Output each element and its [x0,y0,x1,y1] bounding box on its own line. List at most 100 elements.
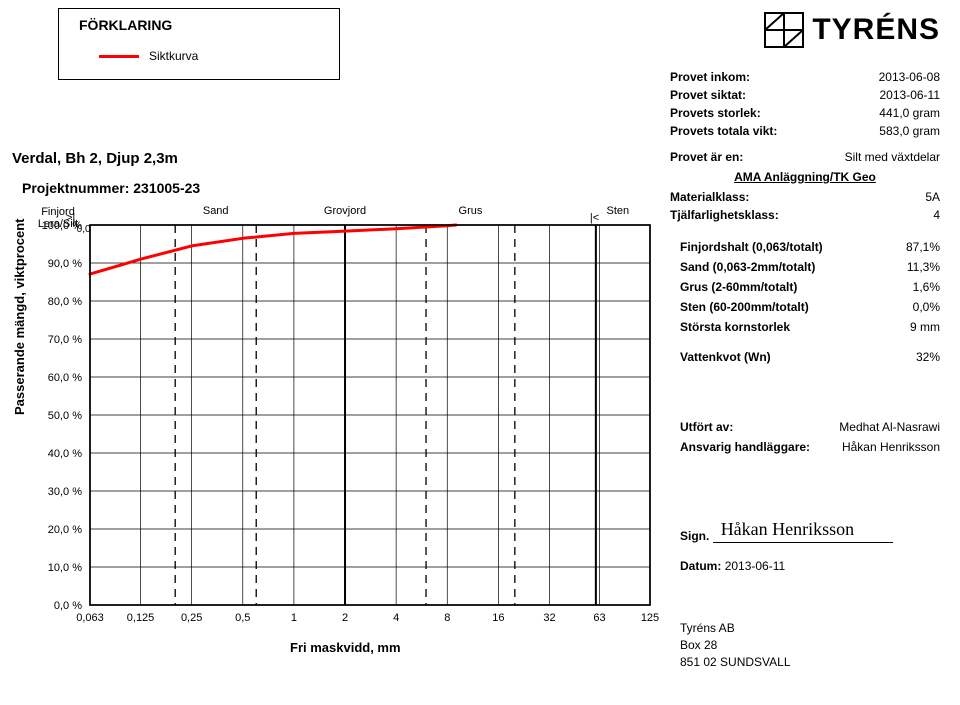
info-key: Provet inkom: [670,70,750,84]
svg-text:2: 2 [342,612,348,624]
info-key: Vattenkvot (Wn) [680,350,771,364]
svg-text:8: 8 [444,612,450,624]
info-key: Provet är en: [670,150,743,164]
svg-text:0,063: 0,063 [76,612,104,624]
svg-text:0,5: 0,5 [235,612,250,624]
info-row: Ansvarig handläggare: Håkan Henriksson [680,440,940,454]
addr-line: Tyréns AB [680,620,940,637]
info-key: Provets storlek: [670,106,761,120]
performed-block: Utfört av:Medhat Al-Nasrawi Ansvarig han… [680,420,940,460]
info-key: Tjälfarlighetsklass: [670,208,779,222]
info-val: 441,0 gram [879,106,940,120]
info-key: Grus (2-60mm/totalt) [680,280,797,294]
company-logo: TYRÉNS [764,12,940,48]
info-key: Materialklass: [670,190,749,204]
info-key: Provets totala vikt: [670,124,777,138]
svg-text:0,25: 0,25 [181,612,202,624]
info-row: Provets totala vikt:583,0 gram [670,124,940,138]
info-val: 1,6% [913,280,940,294]
info-row: Finjordshalt (0,063/totalt) 87,1% [680,240,940,254]
category-label: Grus [459,205,483,217]
svg-text:40,0 %: 40,0 % [48,448,82,460]
info-row: Materialklass: 5A [670,190,940,204]
svg-text:30,0 %: 30,0 % [48,486,82,498]
info-val: 2013-06-08 [879,70,940,84]
sample-title: Verdal, Bh 2, Djup 2,3m [12,150,178,167]
info-row: Sand (0,063-2mm/totalt)11,3% [680,260,940,274]
legend-box: FÖRKLARING Siktkurva [58,8,340,80]
info-val: 87,1% [906,240,940,254]
info-val: 5A [925,190,940,204]
info-val: 0,0% [913,300,940,314]
ama-block: AMA Anläggning/TK Geo Materialklass: 5A T… [670,170,940,226]
logo-mark-icon [764,12,804,48]
metrics-block: Finjordshalt (0,063/totalt) 87,1% Sand (0… [680,240,940,370]
svg-text:16: 16 [492,612,504,624]
svg-text:0,0 %: 0,0 % [54,600,82,612]
info-val: 2013-06-11 [880,88,941,102]
addr-line: Box 28 [680,637,940,654]
info-val: 32% [916,350,940,364]
date-value: 2013-06-11 [725,559,786,573]
legend-title: FÖRKLARING [79,17,172,33]
info-row: Utfört av:Medhat Al-Nasrawi [680,420,940,434]
svg-text:90,0 %: 90,0 % [48,258,82,270]
svg-text:80,0 %: 80,0 % [48,296,82,308]
svg-text:63: 63 [593,612,605,624]
classification-row: Provet är en: Silt med växtdelar [670,150,940,164]
bracket-icon: |< [590,212,599,224]
company-name: TYRÉNS [812,13,940,47]
info-row: Största kornstorlek 9 mm [680,320,940,334]
info-val: Håkan Henriksson [842,440,940,454]
svg-text:100,0 %: 100,0 % [42,220,83,232]
date-row: Datum: 2013-06-11 [680,559,940,573]
info-key: Sten (60-200mm/totalt) [680,300,809,314]
svg-text:125: 125 [641,612,659,624]
info-row: Sten (60-200mm/totalt) 0,0% [680,300,940,314]
x-axis-label: Fri maskvidd, mm [290,640,401,655]
svg-text:1: 1 [291,612,297,624]
sign-block: Sign. Håkan Henriksson Datum: 2013-06-11 [680,520,940,573]
legend-swatch [99,55,139,58]
category-label: Grovjord [324,205,366,217]
info-key: Största kornstorlek [680,320,790,334]
category-label: Sten [607,205,630,217]
date-label: Datum: [680,559,721,573]
info-row: Provets storlek: 441,0 gram [670,106,940,120]
addr-line: 851 02 SUNDSVALL [680,654,940,671]
signature-text: Håkan Henriksson [721,519,854,540]
svg-text:60,0 %: 60,0 % [48,372,82,384]
category-labels-row: Sand Grovjord Grus Sten [90,205,650,223]
page: { "legend": { "title": "FÖRKLARING", "cu… [0,0,960,705]
info-val: 4 [933,208,940,222]
ama-heading: AMA Anläggning/TK Geo [670,170,940,184]
sign-label: Sign. [680,529,709,543]
svg-text:32: 32 [543,612,555,624]
project-number: Projektnummer: 231005-23 [22,180,200,196]
info-row: Provet inkom: 2013-06-08 [670,70,940,84]
svg-text:0,125: 0,125 [127,612,155,624]
svg-text:50,0 %: 50,0 % [48,410,82,422]
signature-line: Håkan Henriksson [713,520,893,543]
info-val: Medhat Al-Nasrawi [839,420,940,434]
info-val: Silt med växtdelar [845,150,940,164]
svg-text:10,0 %: 10,0 % [48,562,82,574]
info-row: Grus (2-60mm/totalt) 1,6% [680,280,940,294]
category-label: Sand [203,205,229,217]
legend-curve-label: Siktkurva [149,49,198,63]
info-key: Provet siktat: [670,88,746,102]
info-row: Provet siktat: 2013-06-11 [670,88,940,102]
info-val: 9 mm [910,320,940,334]
company-address: Tyréns AB Box 28 851 02 SUNDSVALL [680,620,940,670]
svg-text:4: 4 [393,612,399,624]
sieve-chart: 0,0 %10,0 %20,0 %30,0 %40,0 %50,0 %60,0 … [90,225,650,605]
info-val: 11,3% [907,260,940,274]
cat-left-top: Finjord [30,206,86,218]
info-row: Tjälfarlighetsklass: 4 [670,208,940,222]
svg-text:20,0 %: 20,0 % [48,524,82,536]
info-key: Ansvarig handläggare: [680,440,810,454]
info-key: Finjordshalt (0,063/totalt) [680,240,823,254]
y-axis-label: Passerande mängd, viktprocent [12,218,27,415]
svg-text:70,0 %: 70,0 % [48,334,82,346]
sign-row: Sign. Håkan Henriksson [680,520,940,543]
